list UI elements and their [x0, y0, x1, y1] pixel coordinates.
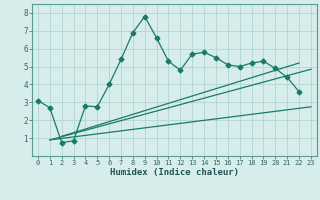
X-axis label: Humidex (Indice chaleur): Humidex (Indice chaleur) [110, 168, 239, 177]
